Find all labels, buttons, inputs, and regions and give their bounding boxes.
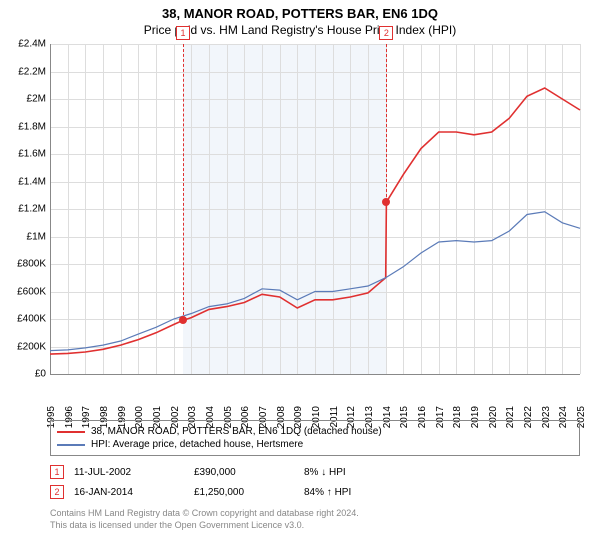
sale-price: £390,000 [194,467,294,478]
y-tick-label: £400K [17,314,46,325]
marker-label: 2 [379,26,393,40]
gridline-h [50,374,580,375]
sale-row: 2 16-JAN-2014 £1,250,000 84% ↑ HPI [50,482,580,502]
y-tick-label: £1.8M [18,121,46,132]
sales-table: 1 11-JUL-2002 £390,000 8% ↓ HPI 2 16-JAN-2014… [50,456,580,502]
footnote-line2: This data is licensed under the Open Gov… [50,520,580,532]
gridline-v [580,44,581,374]
sale-row: 1 11-JUL-2002 £390,000 8% ↓ HPI [50,462,580,482]
sale-marker: 1 [50,465,64,479]
y-tick-label: £200K [17,341,46,352]
sale-price: £1,250,000 [194,487,294,498]
chart-title: 38, MANOR ROAD, POTTERS BAR, EN6 1DQ [0,0,600,21]
sale-date: 16-JAN-2014 [74,487,184,498]
marker-dot [382,198,390,206]
y-tick-label: £2M [27,94,46,105]
y-tick-label: £1.2M [18,204,46,215]
y-tick-label: £1.6M [18,149,46,160]
legend-area: 38, MANOR ROAD, POTTERS BAR, EN6 1DQ (de… [50,420,580,531]
y-tick-label: £2.2M [18,66,46,77]
y-tick-label: £1M [27,231,46,242]
marker-dot [179,316,187,324]
y-tick-label: £800K [17,259,46,270]
series-line [50,212,580,351]
chart-subtitle: Price paid vs. HM Land Registry's House … [0,21,600,41]
marker-label: 1 [176,26,190,40]
series-svg [50,44,580,374]
y-tick-label: £600K [17,286,46,297]
footnote: Contains HM Land Registry data © Crown c… [50,502,580,531]
legend-swatch [57,431,85,433]
marker-dashed-line [183,44,184,320]
sale-diff: 84% ↑ HPI [304,487,404,498]
legend-swatch [57,444,85,446]
legend-item: HPI: Average price, detached house, Hert… [57,438,573,451]
sale-marker: 2 [50,485,64,499]
sale-diff: 8% ↓ HPI [304,467,404,478]
series-line [386,88,580,202]
y-tick-label: £1.4M [18,176,46,187]
legend-label: 38, MANOR ROAD, POTTERS BAR, EN6 1DQ (de… [91,426,382,437]
chart-plot-area: £0£200K£400K£600K£800K£1M£1.2M£1.4M£1.6M… [50,44,580,374]
y-tick-label: £2.4M [18,39,46,50]
y-tick-label: £0 [35,369,46,380]
marker-dashed-line [386,44,387,202]
sale-date: 11-JUL-2002 [74,467,184,478]
series-line [183,202,386,320]
footnote-line1: Contains HM Land Registry data © Crown c… [50,508,580,520]
legend-box: 38, MANOR ROAD, POTTERS BAR, EN6 1DQ (de… [50,420,580,456]
legend-label: HPI: Average price, detached house, Hert… [91,439,303,450]
legend-item: 38, MANOR ROAD, POTTERS BAR, EN6 1DQ (de… [57,425,573,438]
